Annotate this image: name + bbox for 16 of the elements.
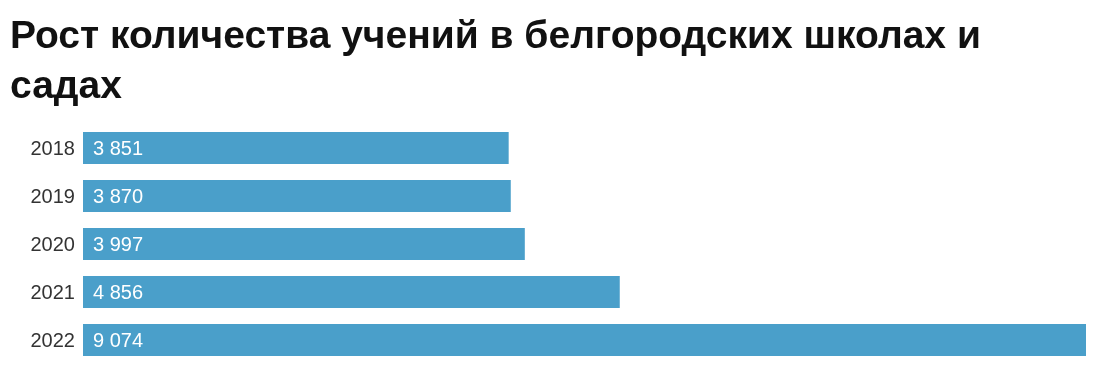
bar bbox=[83, 228, 525, 260]
data-label: 4 856 bbox=[93, 281, 144, 303]
y-tick-label: 2020 bbox=[30, 233, 75, 256]
bar bbox=[83, 180, 511, 212]
bar bbox=[83, 276, 620, 308]
chart-title: Рост количества учений в белгородских школах и садах bbox=[9, 12, 982, 108]
data-label: 3 997 bbox=[93, 233, 144, 255]
data-label: 3 851 bbox=[93, 137, 144, 159]
bar bbox=[83, 324, 1086, 356]
y-tick-label: 2019 bbox=[30, 185, 75, 208]
data-label: 9 074 bbox=[93, 329, 144, 351]
y-tick-label: 2021 bbox=[30, 281, 75, 304]
y-tick-label: 2022 bbox=[30, 329, 75, 352]
bar bbox=[83, 132, 509, 164]
data-label: 3 870 bbox=[93, 185, 144, 207]
y-tick-label: 2018 bbox=[30, 137, 75, 160]
